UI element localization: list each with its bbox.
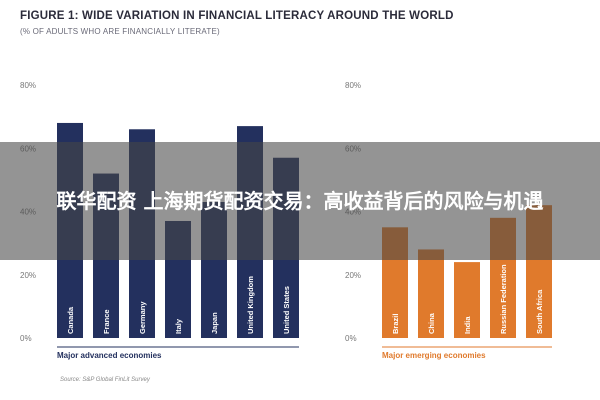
category-label: United States [282,286,291,334]
headline-overlay: 联华配资 上海期货配资交易：高收益背后的风险与机遇 [0,142,600,260]
category-label: France [102,309,111,334]
chart-title: FIGURE 1: WIDE VARIATION IN FINANCIAL LI… [20,10,454,22]
group-label: Major emerging economies [382,351,486,360]
y-tick-label: 80% [20,81,36,90]
y-tick-label: 0% [345,334,357,343]
y-tick-label: 20% [345,271,361,280]
bar [418,249,444,338]
category-label: Italy [174,318,183,334]
chart-subtitle: (% OF ADULTS WHO ARE FINANCIALLY LITERAT… [20,27,220,36]
category-label: Brazil [391,314,400,334]
y-tick-label: 20% [20,271,36,280]
bar [454,262,480,338]
group-label: Major advanced economies [57,351,162,360]
y-tick-label: 0% [20,334,32,343]
category-label: Germany [138,301,147,334]
category-label: Canada [66,306,75,334]
category-label: India [463,316,472,334]
category-label: China [427,312,436,334]
category-label: South Africa [535,289,544,334]
y-tick-label: 80% [345,81,361,90]
overlay-headline: 联华配资 上海期货配资交易：高收益背后的风险与机遇 [56,189,544,213]
category-label: Russian Federation [499,264,508,334]
category-label: Japan [210,312,219,334]
category-label: United Kingdom [246,276,255,334]
source-note: Source: S&P Global FinLit Survey [60,377,150,383]
